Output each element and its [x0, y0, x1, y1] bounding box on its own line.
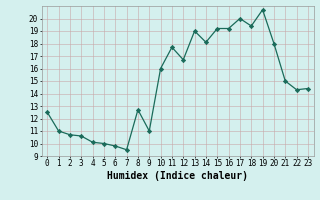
X-axis label: Humidex (Indice chaleur): Humidex (Indice chaleur)	[107, 171, 248, 181]
